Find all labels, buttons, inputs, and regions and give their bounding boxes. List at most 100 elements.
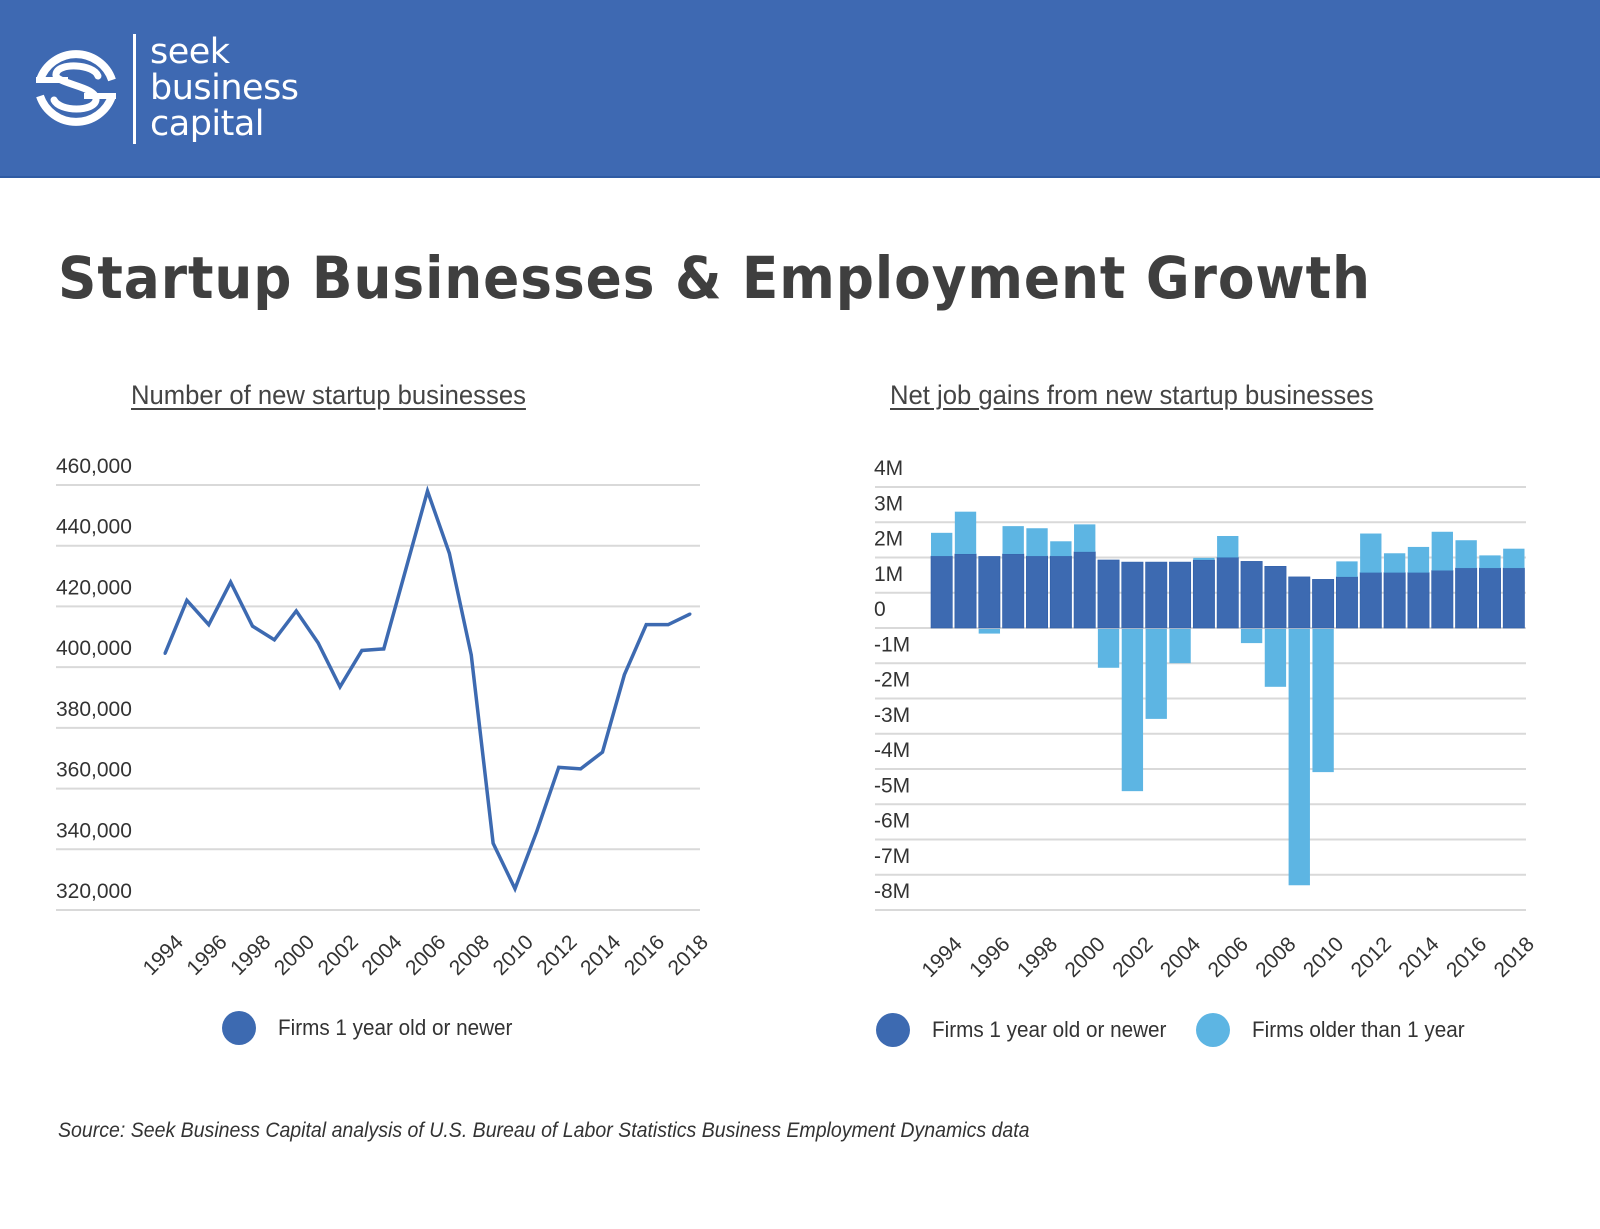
data-point xyxy=(491,841,495,845)
bar-new-firms-2008 xyxy=(1264,566,1287,629)
y-tick-label: 400,000 xyxy=(56,637,132,660)
bar-new-firms-2004 xyxy=(1169,561,1192,629)
bar-new-firms-2000 xyxy=(1073,551,1096,629)
logo-divider xyxy=(133,34,136,144)
y-tick-label: 440,000 xyxy=(56,516,132,539)
data-point xyxy=(688,612,692,616)
line-legend-item-new-firms: Firms 1 year old or newer xyxy=(222,1011,527,1045)
bar-new-firms-2006 xyxy=(1216,557,1239,629)
bar-older-firms-1997 xyxy=(1002,526,1024,554)
data-point xyxy=(535,829,539,833)
x-tick-label: 2018 xyxy=(1490,933,1539,982)
line-chart: 460,000 440,000 420,000 400,000 380,000 360,0… xyxy=(56,455,713,980)
x-tick-label: 2006 xyxy=(1204,933,1253,982)
bar-older-firms-2013 xyxy=(1383,553,1406,573)
data-point xyxy=(338,685,342,689)
bar-new-firms-2001 xyxy=(1097,559,1120,629)
legend-label: Firms 1 year old or newer xyxy=(278,1015,513,1040)
data-point xyxy=(404,568,408,572)
bar-chart-title: Net job gains from new startup businesse… xyxy=(890,380,1374,410)
data-point xyxy=(185,598,189,602)
bar-older-firms-2000 xyxy=(1074,524,1096,552)
bar-older-firms-2004 xyxy=(1169,629,1191,664)
bar-new-firms-1998 xyxy=(1026,555,1048,629)
logo-line: business xyxy=(150,68,299,108)
data-point xyxy=(382,647,386,651)
bar-older-firms-2006 xyxy=(1217,535,1239,558)
bar-new-firms-2015 xyxy=(1431,570,1454,629)
bar-new-firms-2016 xyxy=(1455,567,1478,629)
brand-header: seek business capital xyxy=(0,0,1600,178)
data-point xyxy=(579,767,583,771)
x-tick-label: 2002 xyxy=(1108,933,1157,982)
x-tick-label: 2008 xyxy=(1251,933,1300,982)
bar-older-firms-2010 xyxy=(1312,629,1334,773)
bar-new-firms-2013 xyxy=(1383,572,1406,629)
x-tick-label: 2012 xyxy=(1347,933,1396,982)
bar-older-firms-2005 xyxy=(1193,557,1215,560)
bar-new-firms-1999 xyxy=(1049,555,1072,629)
bar-older-firms-2007 xyxy=(1240,629,1263,644)
x-tick-label: 1998 xyxy=(1013,933,1062,982)
bar-older-firms-2012 xyxy=(1360,533,1382,573)
bar-older-firms-1998 xyxy=(1026,528,1048,557)
bar-new-firms-1997 xyxy=(1002,553,1025,629)
y-tick-label: -5M xyxy=(874,774,910,797)
source-note: Source: Seek Business Capital analysis o… xyxy=(58,1119,1030,1142)
bar-older-firms-2002 xyxy=(1121,629,1144,792)
bar-new-firms-2017 xyxy=(1479,567,1501,629)
x-tick-label: 2004 xyxy=(1156,932,1206,982)
data-point xyxy=(229,580,233,584)
bar-new-firms-1996 xyxy=(978,556,1001,629)
bar-legend-item-older-firms: Firms older than 1 year xyxy=(1196,1013,1478,1047)
bar-new-firms-2014 xyxy=(1407,572,1430,629)
bar-older-firms-2017 xyxy=(1479,555,1501,569)
bar-legend-item-new-firms: Firms 1 year old or newer xyxy=(876,1013,1181,1047)
logo-wordmark: seek business capital xyxy=(150,34,299,142)
bar-new-firms-2009 xyxy=(1288,576,1311,629)
y-tick-label: 3M xyxy=(874,492,903,515)
bar-new-firms-2007 xyxy=(1240,561,1263,629)
bar-new-firms-1995 xyxy=(954,553,977,629)
y-tick-label: -6M xyxy=(874,810,910,833)
bar-new-firms-2002 xyxy=(1121,561,1144,629)
line-chart-title: Number of new startup businesses xyxy=(131,380,526,410)
page-title: Startup Businesses & Employment Growth xyxy=(58,244,1371,312)
data-point xyxy=(622,673,626,677)
bar-chart: 4M3M2M1M0-1M-2M-3M-4M-5M-6M-7M-8M1994199… xyxy=(874,457,1539,982)
logo-line: seek xyxy=(150,32,230,72)
x-tick-label: 1994 xyxy=(918,932,968,982)
y-tick-label: -3M xyxy=(874,704,910,727)
y-tick-label: 320,000 xyxy=(56,880,132,903)
bar-new-firms-2003 xyxy=(1145,561,1168,629)
y-tick-label: -1M xyxy=(874,633,910,656)
x-tick-label: 1996 xyxy=(965,933,1014,982)
data-point xyxy=(557,765,561,769)
bar-older-firms-2016 xyxy=(1455,540,1477,569)
data-point xyxy=(163,651,167,655)
data-point xyxy=(360,648,364,652)
legend-swatch-new-firms xyxy=(222,1011,256,1045)
data-point xyxy=(294,609,298,613)
y-tick-label: 340,000 xyxy=(56,819,132,842)
data-point xyxy=(272,638,276,642)
bar-older-firms-2011 xyxy=(1336,561,1358,577)
y-tick-label: 2M xyxy=(874,528,903,551)
data-point xyxy=(207,623,211,627)
x-tick-label: 2010 xyxy=(1299,933,1348,982)
bar-older-firms-2018 xyxy=(1503,548,1525,569)
data-point xyxy=(251,624,254,628)
y-tick-label: 1M xyxy=(874,563,903,586)
y-tick-label: 420,000 xyxy=(56,576,132,599)
data-point xyxy=(513,887,517,891)
y-tick-label: -8M xyxy=(874,880,910,903)
y-tick-label: 4M xyxy=(874,457,903,480)
y-tick-label: 360,000 xyxy=(56,759,132,782)
bar-older-firms-1995 xyxy=(954,511,977,554)
logo-line: capital xyxy=(150,104,265,144)
bar-older-firms-1996 xyxy=(978,629,1001,634)
legend-swatch-older-firms xyxy=(1196,1013,1230,1047)
data-point xyxy=(469,653,473,657)
seek-logo-icon xyxy=(36,50,116,126)
data-point xyxy=(426,489,429,493)
